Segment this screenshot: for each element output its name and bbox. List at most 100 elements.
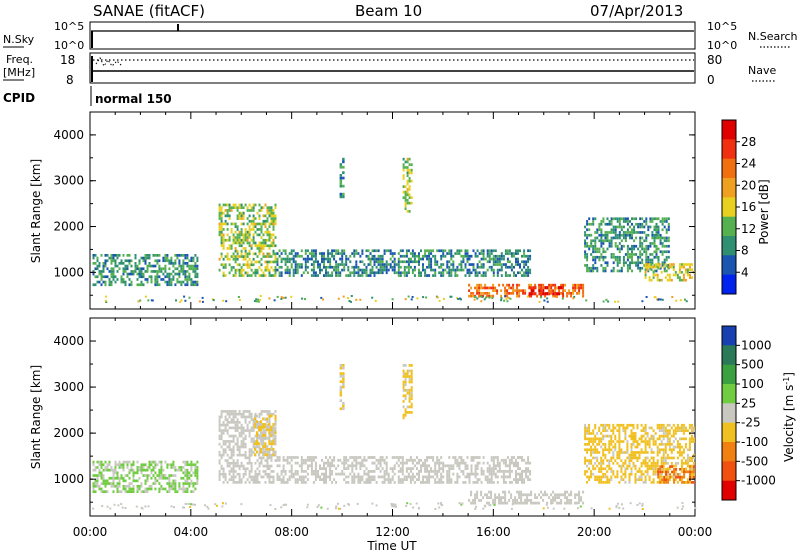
heatmap-cell xyxy=(602,426,605,430)
heatmap-cell xyxy=(94,267,97,271)
heatmap-cell xyxy=(280,481,283,484)
heatmap-cell xyxy=(588,233,591,237)
heatmap-cell xyxy=(274,410,277,413)
heatmap-cell xyxy=(626,222,629,226)
heatmap-cell xyxy=(244,410,247,413)
heatmap-cell xyxy=(218,230,221,234)
heatmap-cell xyxy=(590,437,593,441)
heatmap-cell xyxy=(407,249,410,253)
heatmap-cell xyxy=(594,437,597,441)
heatmap-cell xyxy=(410,364,413,367)
heatmap-cell xyxy=(224,209,227,212)
heatmap-cell xyxy=(248,241,251,245)
heatmap-cell xyxy=(178,280,181,284)
heatmap-cell xyxy=(478,289,481,292)
heatmap-cell xyxy=(422,257,424,261)
heatmap-cell xyxy=(580,496,583,499)
heatmap-cell xyxy=(228,203,231,207)
heatmap-cell xyxy=(371,265,374,269)
heatmap-cell xyxy=(426,257,429,261)
heatmap-cell xyxy=(150,463,153,467)
heatmap-cell xyxy=(220,410,223,413)
heatmap-cell xyxy=(515,263,517,266)
heatmap-cell xyxy=(667,244,670,248)
heatmap-cell xyxy=(456,472,459,476)
heatmap-cell xyxy=(351,265,354,269)
heatmap-cell xyxy=(411,254,414,258)
heatmap-cell xyxy=(304,298,306,301)
heatmap-cell xyxy=(633,261,636,265)
heatmap-cell xyxy=(660,459,663,462)
heatmap-cell xyxy=(653,250,656,254)
heatmap-cell xyxy=(598,443,601,446)
heatmap-cell xyxy=(616,453,619,457)
heatmap-cell xyxy=(478,271,481,275)
heatmap-cell xyxy=(466,467,469,470)
heatmap-cell xyxy=(616,475,619,479)
heatmap-cell xyxy=(683,481,686,484)
heatmap-cell xyxy=(373,271,376,275)
heatmap-cell xyxy=(646,268,649,271)
heatmap-cell xyxy=(584,264,587,267)
heatmap-cell xyxy=(236,461,239,465)
heatmap-cell xyxy=(282,467,285,470)
heatmap-cell xyxy=(300,458,303,462)
heatmap-cell xyxy=(635,244,638,248)
heatmap-cell xyxy=(440,461,443,465)
heatmap-cell xyxy=(379,265,382,269)
heatmap-cell xyxy=(349,456,352,459)
heatmap-cell xyxy=(262,214,265,218)
heatmap-cell xyxy=(242,431,245,435)
heatmap-cell xyxy=(408,364,411,367)
heatmap-cell xyxy=(666,265,669,269)
heatmap-cell xyxy=(268,464,271,468)
heatmap-cell xyxy=(641,217,644,221)
heatmap-cell xyxy=(514,496,517,499)
heatmap-cell xyxy=(136,490,139,493)
heatmap-cell xyxy=(637,255,640,259)
heatmap-cell xyxy=(689,478,691,482)
heatmap-cell xyxy=(381,260,384,264)
heatmap-cell xyxy=(478,265,481,269)
heatmap-cell xyxy=(689,263,691,266)
heatmap-cell xyxy=(108,278,111,281)
heatmap-cell xyxy=(342,176,345,180)
heatmap-cell xyxy=(192,280,195,284)
heatmap-cell xyxy=(142,490,145,493)
heatmap-cell xyxy=(612,423,615,427)
heatmap-cell xyxy=(222,421,225,424)
heatmap-cell xyxy=(428,260,431,264)
heatmap-cell xyxy=(248,249,251,253)
heatmap-cell xyxy=(663,244,666,248)
heatmap-cell xyxy=(652,464,655,468)
heatmap-cell xyxy=(365,467,368,470)
heatmap-cell xyxy=(508,283,511,287)
heatmap-cell xyxy=(321,467,323,470)
heatmap-cell xyxy=(365,254,368,258)
heatmap-cell xyxy=(612,261,615,265)
heatmap-cell xyxy=(176,280,179,284)
heatmap-cell xyxy=(226,247,229,250)
heatmap-cell xyxy=(490,456,493,459)
heatmap-cell xyxy=(266,209,269,212)
heatmap-cell xyxy=(274,219,277,223)
heatmap-cell xyxy=(604,231,607,234)
heatmap-cell xyxy=(132,460,135,464)
heatmap-cell xyxy=(377,467,380,470)
heatmap-cell xyxy=(96,256,99,260)
heatmap-cell xyxy=(154,466,157,469)
heatmap-cell xyxy=(172,275,175,279)
heatmap-cell xyxy=(434,268,437,272)
heatmap-cell xyxy=(300,254,303,258)
heatmap-cell xyxy=(680,451,683,454)
heatmap-cell xyxy=(186,270,189,273)
heatmap-cell xyxy=(448,456,451,459)
heatmap-cell xyxy=(476,289,479,292)
heatmap-cell xyxy=(323,467,325,470)
heatmap-cell xyxy=(668,437,671,441)
heatmap-cell xyxy=(234,222,237,226)
heatmap-cell xyxy=(580,499,583,502)
heatmap-cell xyxy=(668,448,671,452)
heatmap-cell xyxy=(222,257,225,261)
heatmap-cell xyxy=(92,262,95,265)
